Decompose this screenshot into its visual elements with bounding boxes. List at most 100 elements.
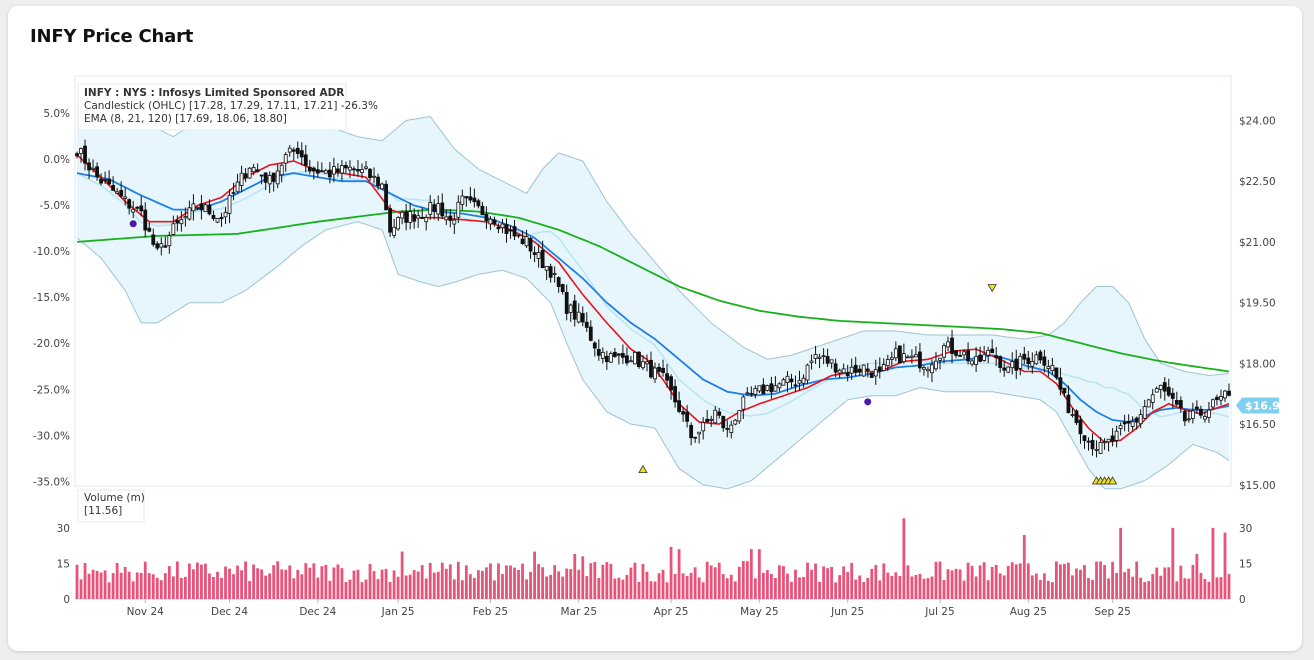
price-chart[interactable]: 5.0% 0.0% -5.0% -10.0% -15.0% -20.0% -25.0% -30… bbox=[8, 6, 1302, 636]
left-axis-tick-label: -30.0% bbox=[33, 430, 70, 442]
volume-bar bbox=[1127, 568, 1131, 599]
volume-bar bbox=[1091, 579, 1094, 599]
volume-bar bbox=[460, 580, 464, 599]
candle bbox=[1098, 437, 1103, 454]
volume-bar bbox=[846, 572, 850, 599]
candle-body bbox=[424, 217, 429, 223]
volume-bar bbox=[388, 582, 392, 599]
candle-body bbox=[243, 173, 248, 179]
candle-body bbox=[191, 203, 196, 212]
candle-body bbox=[171, 223, 176, 235]
candle-body bbox=[777, 383, 782, 389]
candle-body bbox=[641, 361, 645, 369]
volume-bar bbox=[1026, 563, 1030, 599]
candle bbox=[733, 418, 738, 426]
candle bbox=[1118, 422, 1123, 436]
candle-body bbox=[970, 360, 975, 365]
candle bbox=[103, 171, 108, 184]
volume-bar bbox=[1207, 581, 1211, 599]
volume-bar bbox=[689, 572, 693, 599]
candle-body bbox=[588, 326, 593, 341]
candle-body bbox=[448, 215, 453, 221]
legend-volume-value: [11.56] bbox=[84, 505, 122, 517]
volume-bar bbox=[336, 564, 340, 599]
candle-body bbox=[199, 203, 204, 211]
candle-body bbox=[107, 178, 112, 185]
volume-bar bbox=[721, 574, 725, 599]
candle bbox=[637, 351, 641, 369]
candle bbox=[87, 158, 91, 179]
candle bbox=[1090, 433, 1095, 456]
candle-body bbox=[1154, 388, 1159, 393]
candle bbox=[219, 212, 224, 227]
volume-bar bbox=[621, 579, 625, 599]
candle bbox=[1086, 437, 1091, 451]
candle-body bbox=[769, 383, 774, 393]
candle-body bbox=[853, 364, 858, 373]
candle bbox=[669, 374, 673, 400]
volume-bar bbox=[765, 570, 769, 599]
volume-bar bbox=[440, 562, 444, 599]
volume-bar bbox=[537, 564, 541, 599]
volume-bar bbox=[380, 569, 384, 599]
volume-bar bbox=[1163, 567, 1167, 599]
candle-body bbox=[1118, 425, 1123, 429]
candle-body bbox=[159, 243, 164, 248]
volume-bar bbox=[717, 562, 721, 599]
dot-marker bbox=[129, 220, 137, 228]
candle bbox=[1022, 346, 1027, 365]
volume-bar bbox=[1099, 561, 1102, 599]
candle bbox=[1046, 359, 1051, 377]
candle bbox=[167, 231, 172, 254]
volume-bar bbox=[472, 577, 476, 599]
candle bbox=[657, 363, 661, 377]
volume-bar bbox=[220, 577, 223, 599]
ema-fast-line bbox=[76, 154, 1230, 444]
candle bbox=[327, 161, 332, 184]
volume-bar bbox=[183, 576, 187, 599]
candle-body bbox=[412, 214, 417, 222]
candle bbox=[1054, 367, 1059, 380]
candle bbox=[287, 145, 292, 157]
candle-body bbox=[388, 208, 392, 233]
candle bbox=[364, 161, 368, 170]
volume-bar bbox=[1139, 577, 1143, 599]
candle bbox=[392, 218, 397, 239]
candle bbox=[1130, 416, 1135, 431]
volume-bar bbox=[1083, 565, 1086, 599]
volume-bar bbox=[1030, 575, 1034, 599]
candle-body bbox=[837, 369, 842, 374]
candlesticks[interactable] bbox=[75, 139, 1231, 458]
candle-body bbox=[821, 355, 826, 358]
candle-body bbox=[757, 385, 762, 392]
candle-body bbox=[881, 364, 886, 371]
volume-bar bbox=[657, 573, 661, 599]
candle-body bbox=[1034, 354, 1039, 365]
candle-body bbox=[1158, 384, 1163, 390]
volume-bar bbox=[641, 564, 645, 599]
candle bbox=[227, 189, 232, 224]
candle-body bbox=[147, 227, 152, 232]
candle-body bbox=[1190, 410, 1195, 419]
volume-bar bbox=[456, 561, 460, 599]
volume-bar bbox=[1067, 562, 1070, 599]
candle bbox=[424, 214, 429, 231]
volume-bar bbox=[842, 566, 846, 599]
candle bbox=[460, 189, 465, 211]
candle-body bbox=[380, 183, 384, 190]
candle bbox=[705, 409, 710, 423]
candle bbox=[998, 355, 1003, 373]
candle bbox=[897, 345, 902, 364]
volume-bar bbox=[143, 561, 147, 599]
volume-bar bbox=[147, 573, 151, 599]
candle bbox=[625, 347, 629, 366]
candle bbox=[1182, 409, 1187, 427]
candle-body bbox=[592, 342, 597, 349]
candle bbox=[384, 180, 388, 211]
candle-body bbox=[127, 199, 132, 209]
volume-bar bbox=[404, 575, 408, 599]
volume-bars[interactable] bbox=[75, 518, 1231, 599]
candle bbox=[596, 339, 601, 361]
volume-bar bbox=[525, 579, 528, 599]
candle bbox=[970, 359, 975, 367]
